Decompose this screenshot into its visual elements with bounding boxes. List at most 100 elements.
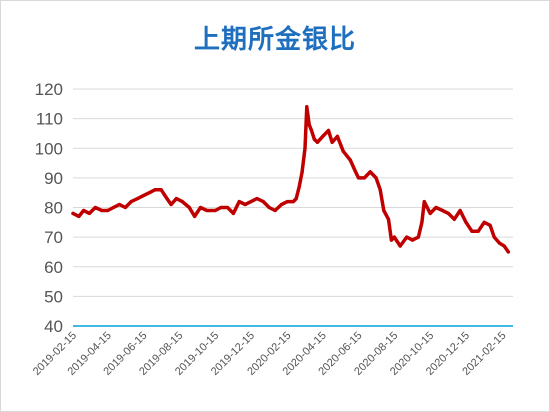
data-point <box>458 208 462 213</box>
y-tick-label: 100 <box>35 139 63 158</box>
data-point <box>356 176 361 180</box>
data-point <box>470 229 474 233</box>
x-axis-ticks: 2019-02-152019-04-152019-06-152019-08-15… <box>31 330 509 378</box>
data-point <box>362 176 366 180</box>
data-point <box>285 200 289 204</box>
data-point <box>93 205 97 210</box>
y-tick-label: 70 <box>44 228 63 247</box>
data-point <box>305 105 309 109</box>
y-axis-ticks: 40 50 60 70 80 90 100 110 120 <box>35 80 63 336</box>
data-point <box>420 220 424 224</box>
data-point <box>378 188 382 192</box>
data-point <box>243 202 247 207</box>
data-point <box>428 211 432 215</box>
data-point <box>398 244 402 248</box>
data-point <box>476 229 480 233</box>
data-point <box>136 197 140 201</box>
data-point <box>294 197 298 201</box>
data-point <box>174 197 178 201</box>
data-point <box>261 200 265 204</box>
y-tick-label: 110 <box>36 110 63 129</box>
data-point <box>506 250 510 254</box>
data-point <box>193 214 197 218</box>
series-layer <box>71 105 511 254</box>
data-point <box>422 200 426 204</box>
data-point <box>297 185 301 189</box>
y-tick-label: 40 <box>44 317 63 336</box>
y-tick-label: 90 <box>44 169 63 188</box>
data-point <box>273 208 277 213</box>
data-point <box>231 211 235 215</box>
data-point <box>77 214 81 218</box>
data-point <box>312 137 316 141</box>
data-point <box>159 188 163 192</box>
data-point <box>111 205 116 210</box>
series-line <box>71 105 511 254</box>
data-point <box>335 134 339 138</box>
data-point <box>187 205 191 210</box>
y-tick-label: 120 <box>35 80 63 99</box>
data-point <box>169 202 173 207</box>
data-point <box>309 128 314 133</box>
data-point <box>386 217 391 221</box>
data-point <box>249 200 253 204</box>
data-point <box>330 140 334 144</box>
data-point <box>213 208 217 213</box>
data-point <box>106 208 110 213</box>
data-point <box>219 205 223 210</box>
data-point <box>87 211 91 215</box>
data-point <box>315 140 319 144</box>
data-point <box>389 238 393 242</box>
data-point <box>291 200 295 204</box>
data-point <box>416 235 420 239</box>
data-point <box>405 235 409 239</box>
data-point <box>341 149 345 153</box>
data-point <box>488 223 492 227</box>
data-point <box>326 128 331 133</box>
data-point <box>307 123 311 127</box>
data-point <box>153 188 157 192</box>
data-point <box>198 205 203 210</box>
data-point <box>82 208 86 213</box>
data-point <box>237 200 241 204</box>
data-point <box>482 220 486 224</box>
data-point <box>279 202 284 207</box>
data-point <box>180 200 184 204</box>
chart-title: 上期所金银比 <box>193 25 356 55</box>
data-point <box>502 244 506 248</box>
data-point <box>321 134 325 138</box>
data-point <box>434 205 438 210</box>
data-point <box>368 170 372 174</box>
data-point <box>446 211 450 215</box>
data-point <box>141 194 146 198</box>
data-point <box>255 197 259 201</box>
data-point <box>425 205 429 210</box>
y-tick-label: 50 <box>44 287 63 306</box>
data-point <box>452 217 456 221</box>
data-point <box>147 191 151 195</box>
data-point <box>205 208 209 213</box>
data-point <box>382 208 386 213</box>
gridlines <box>73 88 513 327</box>
data-point <box>225 205 230 210</box>
data-point <box>410 238 415 242</box>
data-point <box>497 241 502 245</box>
y-tick-label: 60 <box>44 258 63 277</box>
data-point <box>348 158 352 162</box>
data-point <box>129 200 133 204</box>
data-point <box>267 205 271 210</box>
data-point <box>117 202 121 207</box>
y-tick-label: 80 <box>44 199 63 218</box>
data-point <box>165 197 169 201</box>
data-point <box>464 220 468 224</box>
data-point <box>100 208 104 213</box>
data-point <box>303 146 307 150</box>
data-point <box>440 208 445 213</box>
data-point <box>123 205 127 210</box>
data-point <box>300 170 304 174</box>
data-point <box>354 170 358 174</box>
data-point <box>71 211 75 215</box>
data-point <box>392 235 396 239</box>
